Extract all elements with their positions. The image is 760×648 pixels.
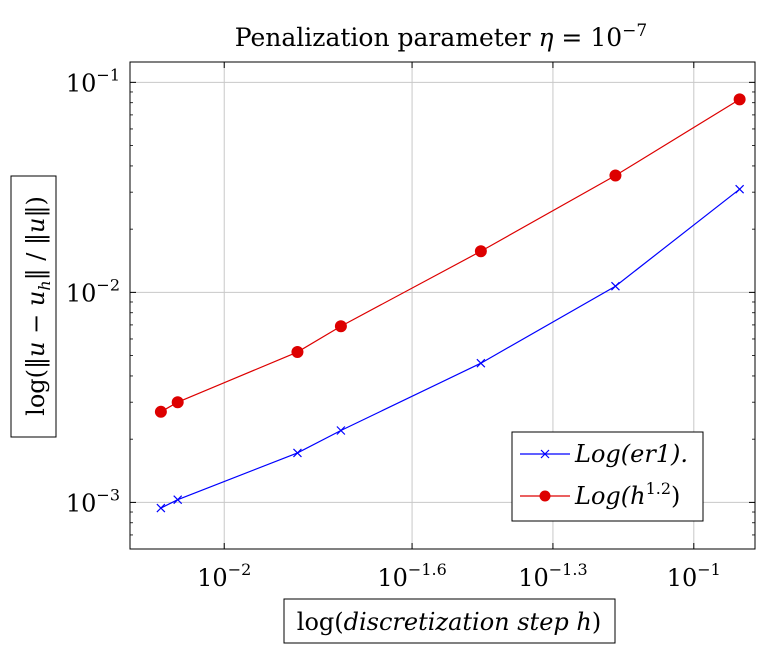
data-point-stroke bbox=[156, 503, 166, 513]
data-point bbox=[291, 346, 304, 359]
data-point bbox=[611, 281, 620, 291]
data-point-stroke bbox=[173, 495, 183, 505]
x-axis-label: log(discretization step h) bbox=[283, 598, 616, 644]
data-point bbox=[735, 184, 745, 194]
data-point-stroke bbox=[735, 184, 745, 194]
data-point bbox=[173, 495, 183, 505]
legend-label: Log(er1). bbox=[574, 440, 688, 468]
data-point bbox=[336, 426, 346, 435]
series-1 bbox=[156, 184, 745, 513]
data-point bbox=[476, 358, 486, 368]
legend-box bbox=[511, 431, 704, 522]
y-tick-label: 10−1 bbox=[66, 65, 120, 97]
data-point bbox=[293, 448, 302, 458]
data-point bbox=[609, 169, 622, 182]
x-tick-label: 10−1 bbox=[667, 560, 721, 592]
x-tick-label: 10−2 bbox=[197, 560, 251, 592]
series-line bbox=[160, 98, 740, 413]
y-tick-label: 10−2 bbox=[66, 275, 120, 307]
data-point-stroke bbox=[336, 426, 346, 435]
plot-frame bbox=[129, 61, 756, 550]
y-tick-label: 10−3 bbox=[66, 485, 120, 517]
legend-label: Log(h1.2) bbox=[574, 479, 680, 510]
svg-text:log(discretization step h): log(discretization step h) bbox=[297, 608, 601, 636]
data-point bbox=[334, 320, 347, 333]
data-point bbox=[171, 396, 184, 409]
y-axis-label: log(‖u − uh‖ / ‖u‖) bbox=[10, 175, 57, 438]
data-point bbox=[154, 405, 167, 418]
legend-entry-2: Log(h1.2) bbox=[520, 479, 680, 510]
data-point-stroke bbox=[611, 281, 620, 291]
x-tick-label: 10−1.3 bbox=[518, 560, 587, 592]
grid-lines bbox=[130, 62, 755, 549]
data-point bbox=[733, 93, 746, 106]
chart-title: Penalization parameter η = 10−7 bbox=[235, 21, 647, 52]
data-point-stroke bbox=[476, 358, 486, 368]
legend-marker bbox=[539, 490, 551, 502]
series-2 bbox=[154, 93, 746, 418]
series-layer bbox=[154, 93, 746, 513]
legend: Log(er1). Log(h1.2) bbox=[511, 431, 704, 522]
svg-text:log(‖u − uh‖ / ‖u‖): log(‖u − uh‖ / ‖u‖) bbox=[22, 196, 54, 416]
data-point bbox=[156, 503, 166, 513]
data-point bbox=[474, 245, 487, 258]
legend-entry-1: Log(er1). bbox=[520, 440, 688, 468]
axis-ticks: 10−2 10−1.6 10−1.3 10−1 10−3 10−2 10−1 bbox=[66, 62, 755, 592]
legend-marker bbox=[540, 449, 550, 459]
x-tick-label: 10−1.6 bbox=[377, 560, 446, 592]
data-point-stroke bbox=[293, 448, 302, 458]
